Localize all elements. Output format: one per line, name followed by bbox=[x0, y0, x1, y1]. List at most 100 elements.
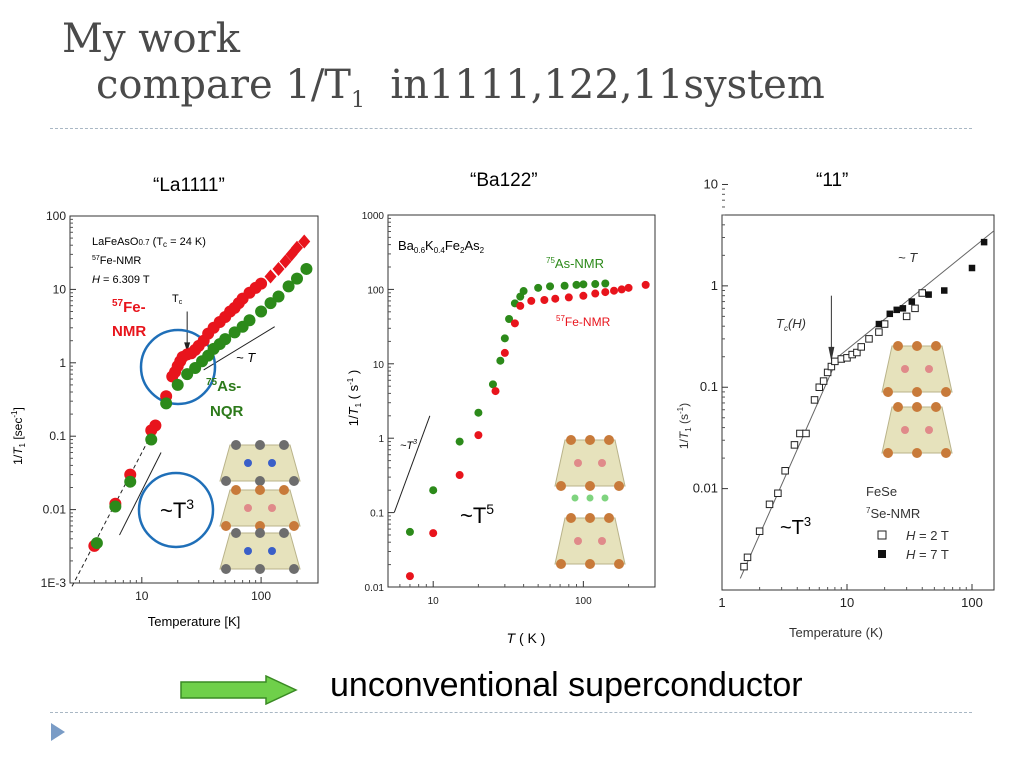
atom bbox=[279, 485, 289, 495]
data-point bbox=[519, 287, 528, 296]
atom bbox=[601, 494, 609, 502]
fese-compound-label: FeSe bbox=[866, 484, 897, 499]
chart-11-guides bbox=[739, 230, 995, 579]
atom bbox=[912, 341, 922, 351]
chart-la1111-points bbox=[88, 234, 313, 552]
data-point bbox=[500, 334, 509, 343]
data-point bbox=[272, 290, 285, 303]
atom bbox=[931, 402, 941, 412]
slide-title: My work compare 1/T1 in1111,122,11system bbox=[62, 16, 825, 124]
data-point bbox=[560, 281, 569, 290]
atom bbox=[566, 435, 576, 445]
atom bbox=[255, 485, 265, 495]
atom bbox=[586, 494, 594, 502]
atom bbox=[231, 485, 241, 495]
fese-legend-2t: H = 2 T bbox=[877, 528, 949, 543]
atom bbox=[585, 513, 595, 523]
atom bbox=[893, 402, 903, 412]
data-point bbox=[591, 289, 600, 298]
crystal-structure-icon bbox=[881, 341, 953, 397]
data-point bbox=[893, 306, 900, 314]
data-point bbox=[857, 343, 865, 351]
fese-linear-label: ~ T bbox=[898, 250, 918, 265]
data-point bbox=[831, 357, 839, 366]
data-point bbox=[802, 429, 810, 438]
data-point bbox=[474, 431, 483, 440]
t3-guide-line bbox=[393, 415, 431, 513]
crystal-plane bbox=[219, 532, 301, 570]
fese-xlabel: Temperature (K) bbox=[789, 625, 883, 640]
y-tick-label: 1 bbox=[711, 278, 718, 293]
data-point bbox=[282, 280, 295, 293]
atom bbox=[231, 440, 241, 450]
data-point bbox=[601, 288, 610, 297]
data-point bbox=[290, 240, 303, 255]
atom bbox=[614, 481, 624, 491]
data-point bbox=[796, 429, 804, 438]
atom bbox=[231, 528, 241, 538]
x-tick-label: 100 bbox=[575, 596, 592, 607]
chart-ba122-crystal-icons bbox=[554, 435, 626, 569]
data-point bbox=[880, 320, 889, 328]
atom bbox=[925, 426, 933, 434]
t3-highlight-circle bbox=[137, 471, 215, 549]
data-point bbox=[171, 378, 184, 391]
title-line-2-sub: 1 bbox=[350, 88, 365, 113]
y-tick-label: 100 bbox=[46, 209, 66, 223]
data-point bbox=[149, 419, 162, 432]
legend-open-square-marker bbox=[877, 530, 887, 540]
x-tick-label: 10 bbox=[840, 595, 854, 610]
fese-cube-label: ~T3 bbox=[780, 514, 811, 539]
data-point bbox=[810, 396, 819, 404]
crystal-structure-icon bbox=[219, 485, 301, 531]
data-point bbox=[941, 287, 948, 294]
y-tick-label: 1000 bbox=[362, 211, 385, 222]
ba122-ylabel: 1/T1 ( s-1 ) bbox=[346, 370, 363, 426]
atom bbox=[244, 459, 252, 467]
la1111-fe-label: 57Fe- bbox=[112, 298, 146, 316]
title-line-2-pre: compare 1/T bbox=[96, 62, 351, 108]
data-point bbox=[546, 282, 555, 291]
x-tick-label: 10 bbox=[135, 589, 149, 603]
atom bbox=[585, 559, 595, 569]
crystal-structure-icon bbox=[881, 402, 953, 458]
data-point bbox=[298, 234, 311, 249]
panel-title-11: “11” bbox=[816, 170, 849, 191]
la1111-ylabel: 1/T1 [sec-1] bbox=[10, 407, 27, 465]
data-point bbox=[624, 283, 633, 292]
la1111-as-label: 75As- bbox=[206, 377, 241, 395]
bullet-triangle-icon bbox=[51, 723, 65, 741]
atom bbox=[268, 459, 276, 467]
atom bbox=[255, 528, 265, 538]
la1111-legend-line1: LaFeAsO0.7 (Tc = 24 K) bbox=[92, 236, 206, 249]
conclusion-text: unconventional superconductor bbox=[330, 666, 803, 704]
fese-tc-label: Tc(H) bbox=[776, 316, 806, 333]
data-point bbox=[510, 319, 519, 328]
data-point bbox=[279, 254, 292, 269]
data-point bbox=[886, 310, 894, 318]
data-point bbox=[781, 467, 789, 475]
chart-ba122-frame bbox=[387, 214, 656, 588]
atom bbox=[912, 387, 922, 397]
y-tick-label: 0.1 bbox=[700, 379, 718, 394]
chart-11-ticks: 10 1 0.1 0.01 1 10 100 bbox=[693, 176, 983, 610]
ba122-fe-label: 57Fe-NMR bbox=[556, 314, 611, 329]
right-arrow-icon bbox=[180, 675, 298, 705]
data-point bbox=[429, 486, 438, 495]
data-point bbox=[641, 280, 650, 289]
atom bbox=[912, 402, 922, 412]
crystal-plane bbox=[881, 406, 953, 454]
data-point bbox=[109, 500, 122, 513]
data-point bbox=[755, 527, 764, 535]
atom bbox=[556, 481, 566, 491]
atom bbox=[221, 521, 231, 531]
tc-highlight-circle bbox=[139, 328, 217, 406]
atom bbox=[268, 504, 276, 512]
atom bbox=[883, 448, 893, 458]
y-tick-label: 0.01 bbox=[43, 503, 67, 517]
atom bbox=[893, 341, 903, 351]
chart-11-points bbox=[740, 238, 988, 571]
la1111-linear-label: ~ T bbox=[236, 350, 256, 365]
data-point bbox=[911, 304, 919, 313]
atom bbox=[901, 365, 909, 373]
